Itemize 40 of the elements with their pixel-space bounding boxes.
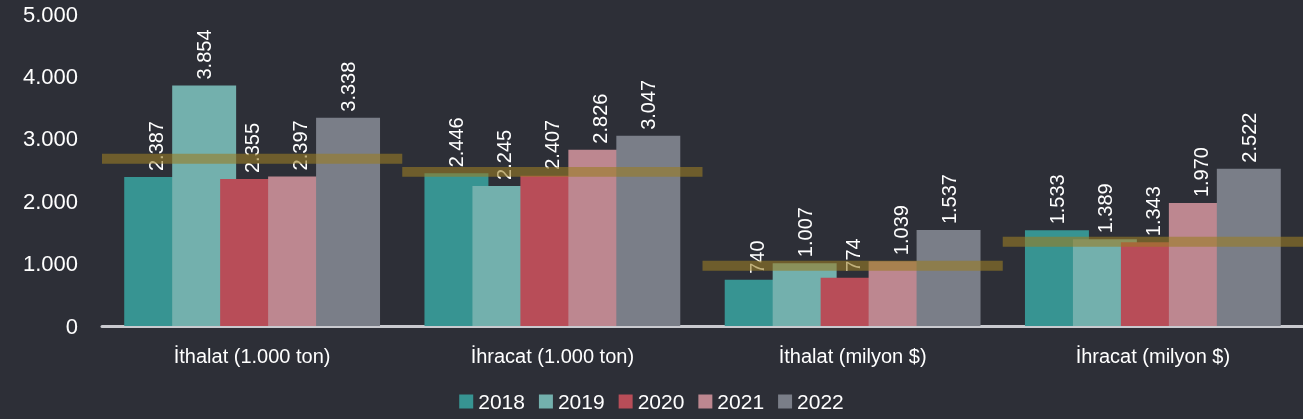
y-tick-label: 4.000	[22, 63, 78, 89]
data-label: 3.338	[337, 61, 360, 112]
data-label: 774	[841, 238, 864, 272]
bar	[316, 117, 381, 326]
data-label: 1.007	[793, 207, 816, 258]
data-label: 2.446	[445, 117, 468, 168]
data-label: 1.039	[889, 205, 912, 256]
y-tick-label: 1.000	[22, 251, 78, 277]
data-label: 740	[745, 240, 768, 274]
data-label: 1.389	[1093, 183, 1116, 234]
data-label: 1.537	[937, 174, 960, 225]
data-label: 2.522	[1237, 112, 1260, 163]
bar	[616, 135, 681, 326]
legend-label: 2022	[797, 390, 844, 413]
data-label: 1.533	[1045, 174, 1068, 225]
data-label: 2.407	[541, 119, 564, 170]
x-tick-label: İthalat (1.000 ton)	[173, 345, 331, 367]
y-tick-label: 2.000	[22, 188, 78, 214]
data-label: 2.245	[493, 129, 516, 180]
bar	[1216, 168, 1281, 326]
y-tick-label: 5.000	[22, 1, 78, 27]
legend-label: 2019	[557, 390, 605, 413]
legend-label: 2018	[478, 390, 525, 413]
bar	[916, 230, 981, 326]
y-tick-label: 0	[65, 313, 78, 339]
x-tick-label: İhracat (1.000 ton)	[470, 345, 635, 367]
data-label: 3.047	[637, 79, 660, 130]
data-label: 2.387	[145, 120, 168, 172]
bar	[1002, 236, 1303, 247]
x-tick-label: İthalat (milyon $)	[778, 345, 927, 367]
legend-label: 2021	[717, 390, 765, 413]
data-label: 2.826	[589, 93, 612, 144]
x-tick-label: İhracat (milyon $)	[1075, 345, 1231, 367]
data-label: 2.355	[241, 122, 264, 174]
legend-label: 2020	[637, 390, 685, 413]
y-tick-label: 3.000	[22, 126, 78, 152]
data-label: 2.397	[289, 120, 312, 171]
data-label: 1.970	[1189, 147, 1212, 198]
data-label: 3.854	[193, 29, 216, 80]
data-label: 1.343	[1141, 186, 1164, 237]
